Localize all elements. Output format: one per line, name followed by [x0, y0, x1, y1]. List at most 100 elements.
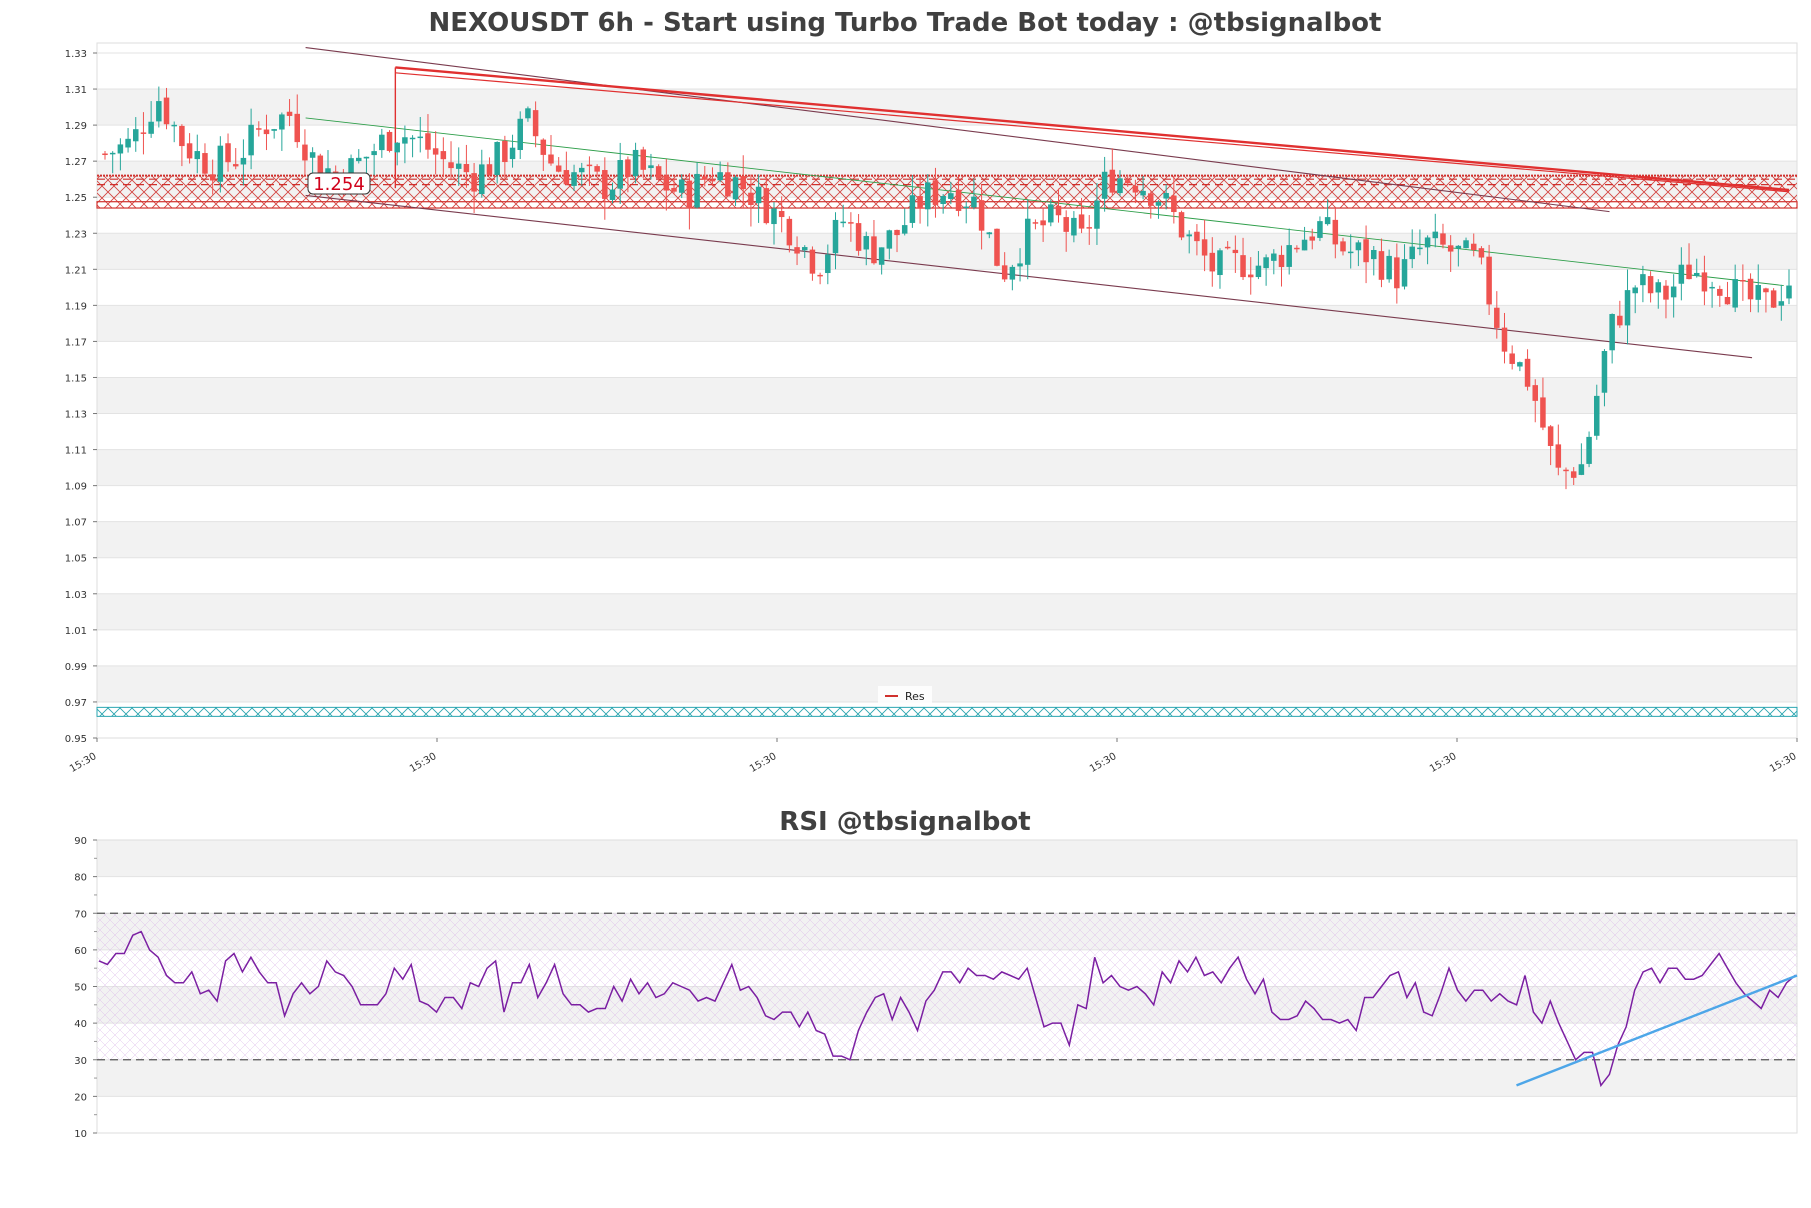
- candle-down: [763, 188, 770, 224]
- rsi-y-tick-label: 30: [74, 1056, 87, 1067]
- rsi-y-tick-label: 10: [74, 1129, 87, 1140]
- candle-down: [1494, 307, 1500, 328]
- candle-down: [1240, 255, 1246, 278]
- candle-up: [825, 254, 831, 274]
- candle-up: [379, 134, 385, 151]
- candle-down: [594, 166, 600, 172]
- candle-up: [1586, 436, 1592, 464]
- rsi-y-tick-label: 50: [74, 983, 87, 994]
- rsi-grid-bands: [97, 839, 1797, 1097]
- candle-up: [1594, 395, 1600, 436]
- candle-down: [332, 171, 339, 174]
- candle-down: [540, 139, 547, 155]
- candle-up: [1670, 286, 1677, 298]
- candle-down: [1770, 290, 1777, 308]
- candle-up: [1024, 218, 1031, 265]
- candle-up: [1709, 286, 1715, 289]
- candle-down: [548, 154, 554, 164]
- candle-down: [1363, 239, 1369, 263]
- candle-up: [509, 147, 516, 160]
- price-x-tick-label: 15:30: [1768, 751, 1798, 775]
- legend-label: Res: [905, 690, 925, 703]
- candle-up: [617, 160, 623, 189]
- candle-up: [948, 193, 954, 199]
- candle-down: [1686, 264, 1692, 280]
- candle-down: [179, 125, 185, 147]
- candle-up: [1463, 240, 1469, 249]
- candles: [102, 86, 1792, 490]
- resistance-zone: [97, 175, 1797, 209]
- candle-down: [871, 236, 877, 264]
- candle-up: [455, 163, 462, 169]
- candle-down: [463, 164, 470, 173]
- candle-up: [963, 206, 969, 209]
- candle-down: [502, 140, 508, 163]
- candle-up: [840, 221, 846, 224]
- candle-down: [1224, 246, 1231, 249]
- rsi-y-tick-label: 20: [74, 1092, 87, 1103]
- candle-down: [386, 131, 393, 151]
- candle-up: [925, 182, 931, 210]
- candle-down: [702, 176, 708, 180]
- candle-down: [232, 164, 239, 167]
- candle-up: [801, 247, 808, 251]
- price-label-box: [307, 172, 371, 195]
- price-band: [97, 377, 1797, 414]
- candle-up: [832, 219, 839, 254]
- candle-up: [909, 195, 916, 223]
- candle-up: [1386, 255, 1392, 280]
- candle-up: [886, 230, 893, 249]
- candle-down: [140, 132, 147, 134]
- price-y-tick-label: 0.97: [65, 698, 87, 709]
- candle-down: [286, 111, 293, 116]
- price-x-tick-label: 15:30: [408, 751, 438, 775]
- price-y-tick-label: 1.19: [65, 301, 87, 312]
- candle-down: [1032, 222, 1039, 224]
- candle-down: [555, 165, 562, 172]
- candle-down: [1124, 180, 1131, 184]
- candle-up: [217, 145, 224, 182]
- candle-down: [1294, 247, 1300, 250]
- price-x-tick-label: 15:30: [1428, 751, 1458, 775]
- price-x-axis: 15:30 15:30 15:30 15:30 15:30 15:30: [68, 738, 1799, 775]
- candle-down: [740, 176, 746, 190]
- candle-up: [325, 168, 331, 177]
- candle-down: [655, 166, 662, 179]
- candle-up: [494, 142, 500, 176]
- support-zone-border: [96, 706, 1798, 717]
- price-band: [97, 305, 1797, 342]
- price-x-tick-label: 15:30: [748, 751, 778, 775]
- candle-down: [563, 170, 570, 185]
- candle-down: [1332, 219, 1339, 245]
- rsi-y-tick-label: 60: [74, 946, 87, 957]
- candle-down: [778, 211, 785, 218]
- candle-down: [440, 151, 447, 160]
- candle-down: [848, 222, 854, 224]
- candle-down: [586, 164, 593, 167]
- candle-down: [748, 192, 754, 205]
- price-x-tick-label: 15:30: [68, 751, 98, 775]
- rsi-band: [97, 1059, 1797, 1097]
- rsi-lines: [97, 912, 1798, 1088]
- candle-down: [317, 155, 324, 179]
- candle-up: [271, 129, 277, 131]
- candle-down: [994, 228, 1000, 266]
- price-y-tick-label: 1.03: [65, 590, 87, 601]
- candle-up: [1578, 464, 1585, 475]
- candle-up: [1317, 221, 1323, 238]
- candle-up: [109, 152, 116, 155]
- price-x-tick-label: 15:30: [1088, 751, 1118, 775]
- legend-box: [878, 686, 932, 704]
- candle-down: [209, 174, 216, 181]
- candle-up: [1347, 251, 1354, 254]
- candle-up: [1640, 274, 1646, 286]
- candle-down: [1524, 358, 1531, 387]
- candle-up: [755, 186, 762, 204]
- candle-up: [1778, 301, 1785, 306]
- candle-up: [901, 225, 908, 234]
- candle-down: [1063, 217, 1069, 232]
- candle-down: [448, 162, 454, 169]
- candle-down: [1209, 252, 1216, 272]
- candle-down: [709, 179, 716, 182]
- candle-up: [1217, 250, 1223, 276]
